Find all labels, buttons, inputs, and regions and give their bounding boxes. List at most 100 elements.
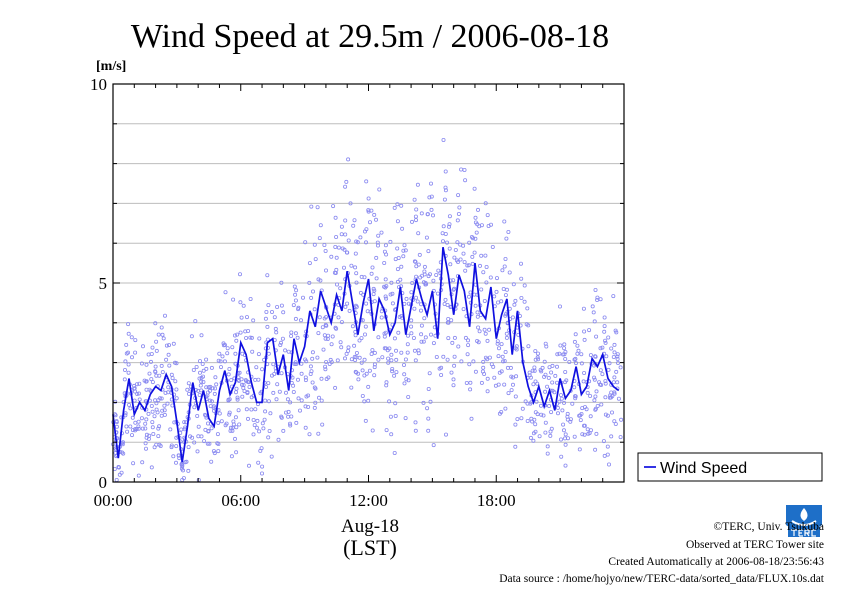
data-point xyxy=(281,428,286,433)
data-point xyxy=(427,371,432,376)
data-point xyxy=(129,433,134,438)
data-point xyxy=(513,444,518,449)
data-point xyxy=(240,394,245,399)
data-point xyxy=(522,299,527,304)
data-point xyxy=(267,428,272,433)
data-point xyxy=(261,426,266,431)
data-point xyxy=(578,418,583,423)
data-point xyxy=(618,365,623,370)
data-point xyxy=(413,358,418,363)
credit-created: Created Automatically at 2006-08-18/23:5… xyxy=(608,556,824,568)
data-point xyxy=(360,393,365,398)
data-point xyxy=(502,358,507,363)
data-point xyxy=(125,429,130,434)
data-point xyxy=(323,336,328,341)
data-point xyxy=(325,336,330,341)
data-point xyxy=(452,335,457,340)
data-point xyxy=(289,330,294,335)
data-point xyxy=(561,422,566,427)
data-point xyxy=(442,301,447,306)
data-point xyxy=(484,280,489,285)
data-point xyxy=(328,357,333,362)
data-point xyxy=(452,363,457,368)
data-point xyxy=(120,450,125,455)
data-point xyxy=(424,235,429,240)
data-point xyxy=(609,346,614,351)
data-point xyxy=(543,389,548,394)
data-point xyxy=(166,352,171,357)
data-point xyxy=(609,434,614,439)
data-point xyxy=(123,367,128,372)
data-point xyxy=(319,376,324,381)
data-point xyxy=(497,370,502,375)
data-point xyxy=(465,338,470,343)
data-point xyxy=(218,359,223,364)
data-point xyxy=(294,420,299,425)
data-point xyxy=(228,425,233,430)
data-point xyxy=(369,208,374,213)
data-point xyxy=(366,196,371,201)
data-point xyxy=(446,336,451,341)
x-tick-label: 06:00 xyxy=(221,491,260,510)
data-point xyxy=(307,432,312,437)
data-point xyxy=(607,395,612,400)
data-point xyxy=(444,240,449,245)
data-point xyxy=(136,426,141,431)
data-point xyxy=(388,292,393,297)
data-point xyxy=(235,397,240,402)
data-point xyxy=(386,356,391,361)
data-point xyxy=(324,376,329,381)
data-point xyxy=(592,319,597,324)
data-point xyxy=(492,294,497,299)
data-point xyxy=(139,361,144,366)
data-point xyxy=(310,350,315,355)
data-point xyxy=(580,406,585,411)
data-point xyxy=(216,441,221,446)
data-point xyxy=(462,167,467,172)
data-point xyxy=(322,242,327,247)
data-point xyxy=(549,370,554,375)
data-point xyxy=(349,385,354,390)
data-point xyxy=(451,278,456,283)
data-point xyxy=(557,351,562,356)
data-point xyxy=(140,460,145,465)
data-point xyxy=(157,442,162,447)
data-point xyxy=(348,201,353,206)
data-point xyxy=(448,262,453,267)
data-point xyxy=(615,356,620,361)
data-point xyxy=(236,408,241,413)
data-point xyxy=(409,219,414,224)
data-point xyxy=(169,372,174,377)
data-point xyxy=(406,301,411,306)
data-point xyxy=(450,340,455,345)
data-point xyxy=(364,371,369,376)
data-point xyxy=(197,376,202,381)
data-point xyxy=(137,397,142,402)
data-point xyxy=(582,432,587,437)
data-point xyxy=(607,361,612,366)
data-point xyxy=(439,372,444,377)
data-point xyxy=(260,464,265,469)
data-point xyxy=(130,415,135,420)
data-point xyxy=(280,336,285,341)
data-point xyxy=(612,391,617,396)
data-point xyxy=(208,398,213,403)
data-point xyxy=(499,299,504,304)
data-point xyxy=(466,294,471,299)
data-point xyxy=(180,463,185,468)
data-point xyxy=(299,398,304,403)
data-point xyxy=(136,473,141,478)
data-point xyxy=(303,404,308,409)
data-point xyxy=(426,416,431,421)
data-point xyxy=(533,422,538,427)
data-point xyxy=(619,417,624,422)
data-point xyxy=(159,325,164,330)
data-point xyxy=(323,367,328,372)
data-point xyxy=(415,299,420,304)
data-point xyxy=(327,361,332,366)
data-point xyxy=(543,430,548,435)
data-point xyxy=(249,407,254,412)
data-point xyxy=(481,270,486,275)
data-point xyxy=(343,304,348,309)
data-point xyxy=(473,369,478,374)
